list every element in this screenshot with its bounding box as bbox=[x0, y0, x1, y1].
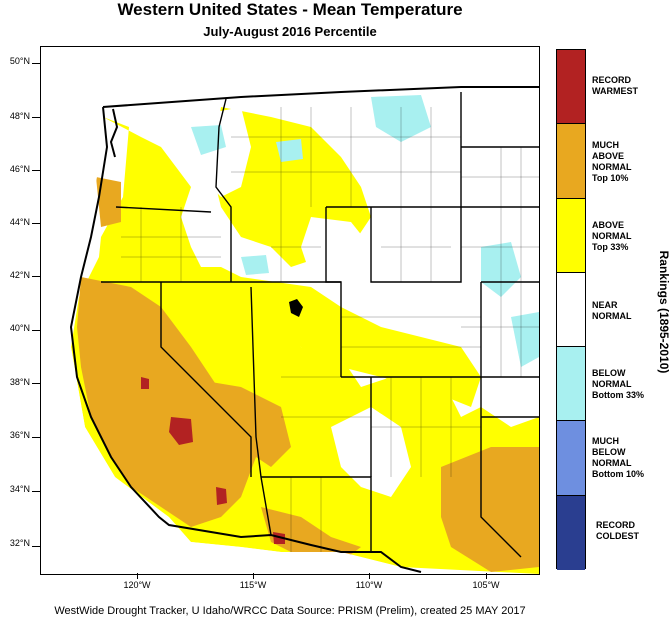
map-canvas bbox=[41, 47, 539, 574]
lon-tick bbox=[369, 573, 370, 579]
lat-label-44: 44°N bbox=[9, 217, 30, 227]
lon-label-120: 120°W bbox=[123, 580, 151, 590]
record-warmest-patch-2 bbox=[216, 487, 227, 505]
lat-label-34: 34°N bbox=[9, 484, 30, 494]
lat-label-50: 50°N bbox=[9, 56, 30, 66]
legend-swatch-near bbox=[557, 272, 585, 348]
legend-label-much-below: MUCH BELOW NORMAL Bottom 10% bbox=[592, 436, 645, 479]
legend-swatch-much-below bbox=[557, 421, 585, 496]
lat-label-36: 36°N bbox=[9, 430, 30, 440]
lat-tick bbox=[32, 276, 40, 277]
record-warmest-patch-1 bbox=[169, 417, 193, 445]
state-borders bbox=[101, 92, 539, 558]
lat-label-42: 42°N bbox=[9, 270, 30, 280]
great-salt-lake bbox=[289, 299, 303, 317]
legend-swatch-record-warmest bbox=[557, 50, 585, 125]
near-normal-patch-colorado bbox=[381, 212, 471, 307]
legend-title: Rankings (1895-2010) bbox=[657, 250, 671, 374]
much-above-region-texas bbox=[441, 447, 539, 572]
lon-tick bbox=[486, 573, 487, 579]
legend-label-near: NEAR NORMAL bbox=[592, 300, 632, 321]
county-lines bbox=[121, 107, 539, 552]
temperature-map bbox=[40, 46, 540, 575]
much-above-region-arizona bbox=[261, 507, 361, 562]
much-above-region-oregon bbox=[96, 177, 121, 227]
lat-tick bbox=[32, 117, 40, 118]
map-subtitle: July-August 2016 Percentile bbox=[203, 24, 377, 39]
lat-label-40: 40°N bbox=[9, 323, 30, 333]
legend-swatch-below bbox=[557, 347, 585, 422]
lat-tick bbox=[32, 223, 40, 224]
below-normal-patch-1 bbox=[191, 125, 226, 155]
below-normal-patch-6 bbox=[241, 255, 269, 275]
below-normal-patch-4 bbox=[511, 312, 539, 367]
lat-tick bbox=[32, 63, 40, 64]
mexico bbox=[41, 527, 441, 574]
lat-label-38: 38°N bbox=[9, 377, 30, 387]
lat-tick bbox=[32, 437, 40, 438]
canada bbox=[41, 47, 539, 107]
legend-label-above: ABOVE NORMAL Top 33% bbox=[592, 220, 632, 252]
lat-tick bbox=[32, 330, 40, 331]
us-border bbox=[69, 86, 539, 573]
legend-label-record-coldest: RECORD COLDEST bbox=[596, 520, 640, 541]
lon-tick bbox=[253, 573, 254, 579]
lat-label-48: 48°N bbox=[9, 111, 30, 121]
near-normal-patch-utah bbox=[301, 217, 371, 297]
legend-label-much-above: MUCH ABOVE NORMAL Top 10% bbox=[592, 140, 632, 183]
puget-sound bbox=[109, 108, 119, 158]
lon-tick bbox=[137, 573, 138, 579]
below-normal-patch-5 bbox=[276, 139, 303, 162]
lat-tick bbox=[32, 546, 40, 547]
record-warmest-patch-4 bbox=[141, 377, 149, 389]
legend-swatch-much-above bbox=[557, 124, 585, 199]
legend-label-below: BELOW NORMAL Bottom 33% bbox=[592, 368, 645, 400]
lat-tick bbox=[32, 383, 40, 384]
lat-tick bbox=[32, 170, 40, 171]
footer-credit: WestWide Drought Tracker, U Idaho/WRCC D… bbox=[54, 605, 526, 617]
lat-tick bbox=[32, 491, 40, 492]
legend-colorbar bbox=[556, 49, 586, 571]
lat-label-32: 32°N bbox=[9, 538, 30, 548]
lon-label-115: 115°W bbox=[239, 580, 267, 590]
legend-label-record-warmest: RECORD WARMEST bbox=[592, 75, 638, 96]
lat-label-46: 46°N bbox=[9, 164, 30, 174]
lon-label-110: 110°W bbox=[355, 580, 383, 590]
legend-swatch-record-coldest bbox=[557, 495, 585, 571]
lon-label-105: 105°W bbox=[472, 580, 500, 590]
pacific-ocean bbox=[41, 77, 151, 567]
legend-swatch-above bbox=[557, 198, 585, 273]
much-above-region-california bbox=[77, 277, 256, 527]
map-title: Western United States - Mean Temperature bbox=[117, 0, 463, 19]
